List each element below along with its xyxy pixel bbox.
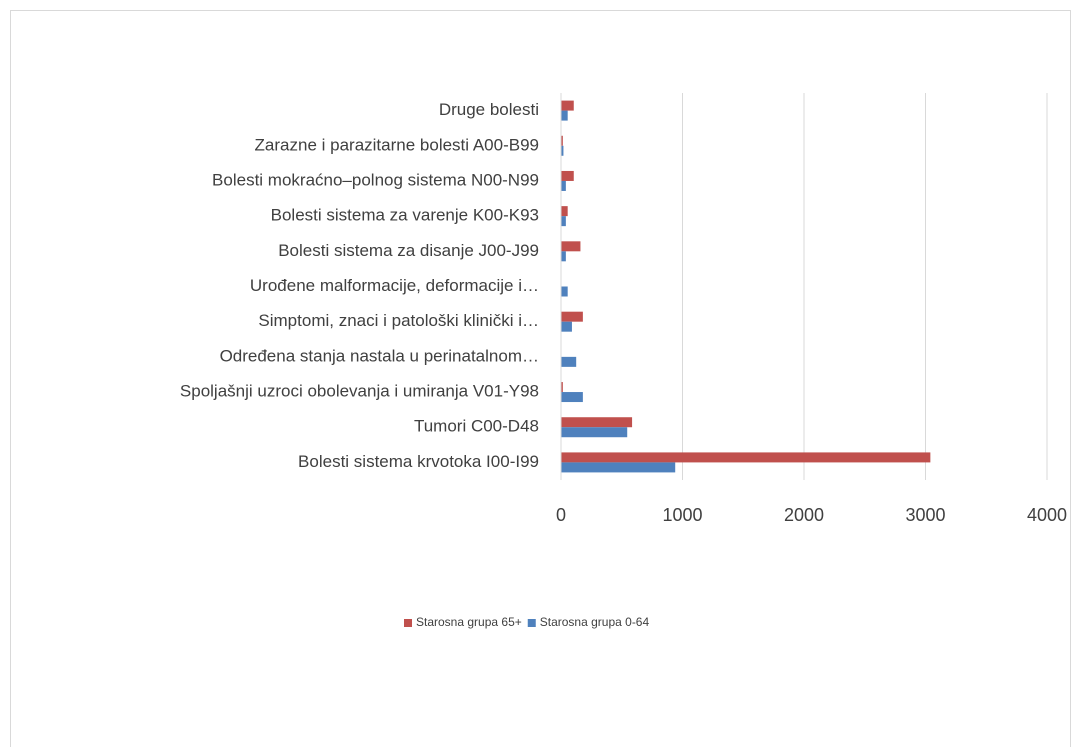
y-tick-label: Bolesti sistema za disanje J00-J99: [278, 241, 539, 260]
bar: [561, 427, 628, 438]
chart-frame: [10, 10, 1071, 752]
y-tick-label: Druge bolesti: [439, 100, 539, 119]
bar: [561, 241, 581, 252]
bar: [561, 356, 577, 367]
bar: [561, 392, 583, 403]
x-tick-label: 3000: [905, 505, 945, 525]
legend-swatch: [404, 619, 412, 627]
x-tick-label: 1000: [662, 505, 702, 525]
y-tick-label: Simptomi, znaci i patološki klinički i…: [258, 311, 539, 330]
bar: [561, 145, 564, 156]
bar: [561, 286, 568, 297]
x-tick-label: 4000: [1027, 505, 1067, 525]
bar: [561, 452, 931, 463]
bar: [561, 382, 563, 393]
y-tick-label: Bolesti sistema krvotoka I00-I99: [298, 452, 539, 471]
y-tick-label: Tumori C00-D48: [414, 417, 539, 436]
bar: [561, 216, 566, 227]
bar: [561, 206, 568, 217]
bar: [561, 321, 572, 332]
y-tick-label: Urođene malformacije, deformacije i…: [250, 276, 539, 295]
y-tick-label: Bolesti mokraćno–polnog sistema N00-N99: [212, 170, 539, 189]
x-tick-label: 0: [556, 505, 566, 525]
y-tick-label: Spoljašnji uzroci obolevanja i umiranja …: [180, 382, 539, 401]
bar: [561, 311, 583, 322]
y-tick-label: Zarazne i parazitarne bolesti A00-B99: [255, 135, 539, 154]
y-tick-label: Određena stanja nastala u perinatalnom…: [220, 346, 539, 365]
bar: [561, 180, 566, 191]
bar: [561, 251, 566, 262]
bar: [561, 135, 563, 146]
bar: [561, 100, 574, 111]
bar: [561, 170, 574, 181]
legend-label: Starosna grupa 65+: [416, 615, 522, 629]
legend-swatch: [527, 619, 536, 627]
y-tick-label: Bolesti sistema za varenje K00-K93: [271, 206, 539, 225]
bar: [561, 462, 676, 473]
legend-label: Starosna grupa 0-64: [540, 615, 650, 629]
x-tick-label: 2000: [784, 505, 824, 525]
bar: [561, 417, 633, 428]
bar: [561, 110, 568, 121]
